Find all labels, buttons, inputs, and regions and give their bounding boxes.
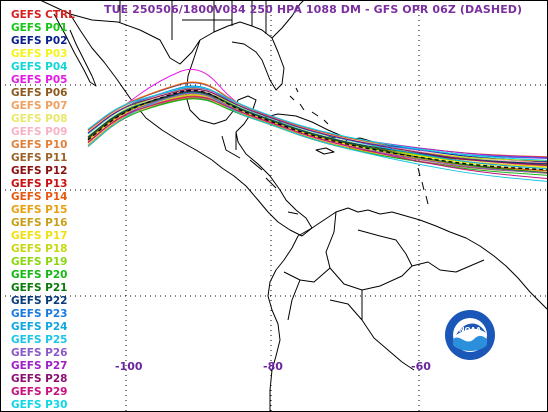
legend-item: GEFS P17 [11, 230, 68, 242]
legend-item: GEFS P21 [11, 282, 68, 294]
lon-label-60w: -60 [411, 360, 431, 373]
legend-item: GEFS P29 [11, 386, 68, 398]
legend-item: GEFS P11 [11, 152, 68, 164]
logo-bird [456, 323, 486, 335]
legend-item: GEFS P22 [11, 295, 68, 307]
legend-item: GEFS P28 [11, 373, 68, 385]
legend-item: GEFS P08 [11, 113, 68, 125]
legend-item: GEFS P14 [11, 191, 68, 203]
legend-item: GEFS P26 [11, 347, 68, 359]
border-line [39, 0, 201, 65]
ensemble-track [87, 88, 548, 166]
ensemble-tracks [87, 68, 548, 182]
coastline [267, 235, 299, 412]
legend-item: GEFS P23 [11, 308, 68, 320]
lon-label-80w: -80 [263, 360, 283, 373]
coastline [315, 147, 335, 155]
border-line [119, 0, 267, 40]
legend-item: GEFS P03 [11, 48, 68, 60]
legend-item: GEFS P24 [11, 321, 68, 333]
border-line [221, 132, 299, 215]
logo-text: NOAA [459, 326, 482, 334]
legend-item: GEFS P05 [11, 74, 68, 86]
coastline [53, 13, 97, 87]
coastline [69, 13, 213, 161]
legend-item: GEFS P13 [11, 178, 68, 190]
legend-item: GEFS P19 [11, 256, 68, 268]
chart-title: TUE 250506/1800V084 250 HPA 1088 DM - GF… [104, 3, 523, 16]
lon-label-100w: -100 [115, 360, 143, 373]
logo-wave [453, 335, 487, 351]
coastline [297, 207, 548, 311]
coastline [289, 87, 329, 125]
legend-item: GEFS P16 [11, 217, 68, 229]
noaa-logo: NOAA [445, 310, 495, 360]
ensemble-track [87, 86, 548, 161]
ensemble-track [87, 92, 548, 182]
legend-item: GEFS P01 [11, 22, 68, 34]
legend-item: GEFS P27 [11, 360, 68, 372]
legend-item: GEFS P10 [11, 139, 68, 151]
coastline [199, 21, 285, 91]
legend-item: GEFS P06 [11, 87, 68, 99]
operational-track [87, 89, 548, 171]
legend-item: GEFS P15 [11, 204, 68, 216]
legend-item: GEFS P09 [11, 126, 68, 138]
ensemble-track [87, 91, 548, 165]
border-line [283, 211, 485, 371]
legend-item: GEFS P02 [11, 35, 68, 47]
ensemble-track [87, 96, 548, 180]
legend-item: GEFS P18 [11, 243, 68, 255]
legend-item: GEFS P12 [11, 165, 68, 177]
ensemble-legend: GEFS CTRL GEFS P01 GEFS P02 GEFS P03 GEFS P0… [11, 9, 75, 412]
legend-item: GEFS P20 [11, 269, 68, 281]
legend-item: GEFS P30 [11, 399, 68, 411]
legend-item: GEFS P04 [11, 61, 68, 73]
legend-item: GEFS CTRL [11, 9, 75, 21]
legend-item: GEFS P25 [11, 334, 68, 346]
legend-item: GEFS P07 [11, 100, 68, 112]
coastline [271, 0, 305, 39]
